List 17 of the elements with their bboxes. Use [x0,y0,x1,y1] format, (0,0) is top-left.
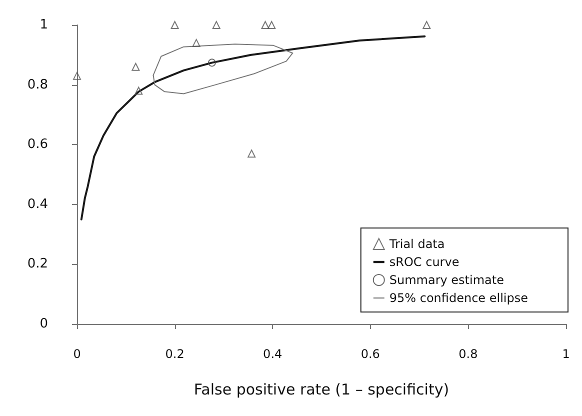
legend-label: sROC curve [389,255,460,269]
x-tick-label: 0.2 [165,347,184,361]
legend-label: 95% confidence ellipse [389,291,528,305]
x-tick-label: 0.6 [360,347,380,361]
y-tick-label: 1 [40,18,48,32]
x-tick-label: 0.4 [263,347,282,361]
legend-label: Trial data [388,237,445,251]
y-tick-label: 0.6 [27,137,48,152]
x-axis-title: False positive rate (1 – specificity) [194,380,450,398]
x-tick-label: 0 [73,347,81,361]
y-tick-label: 0.2 [27,256,48,272]
x-tick-label: 0.8 [458,347,478,361]
y-tick-label: 0 [40,316,48,332]
y-tick-label: 0.8 [27,77,48,92]
x-tick-label: 1 [562,347,570,361]
legend-label: Summary estimate [389,273,504,287]
y-tick-label: 0.4 [27,196,48,212]
